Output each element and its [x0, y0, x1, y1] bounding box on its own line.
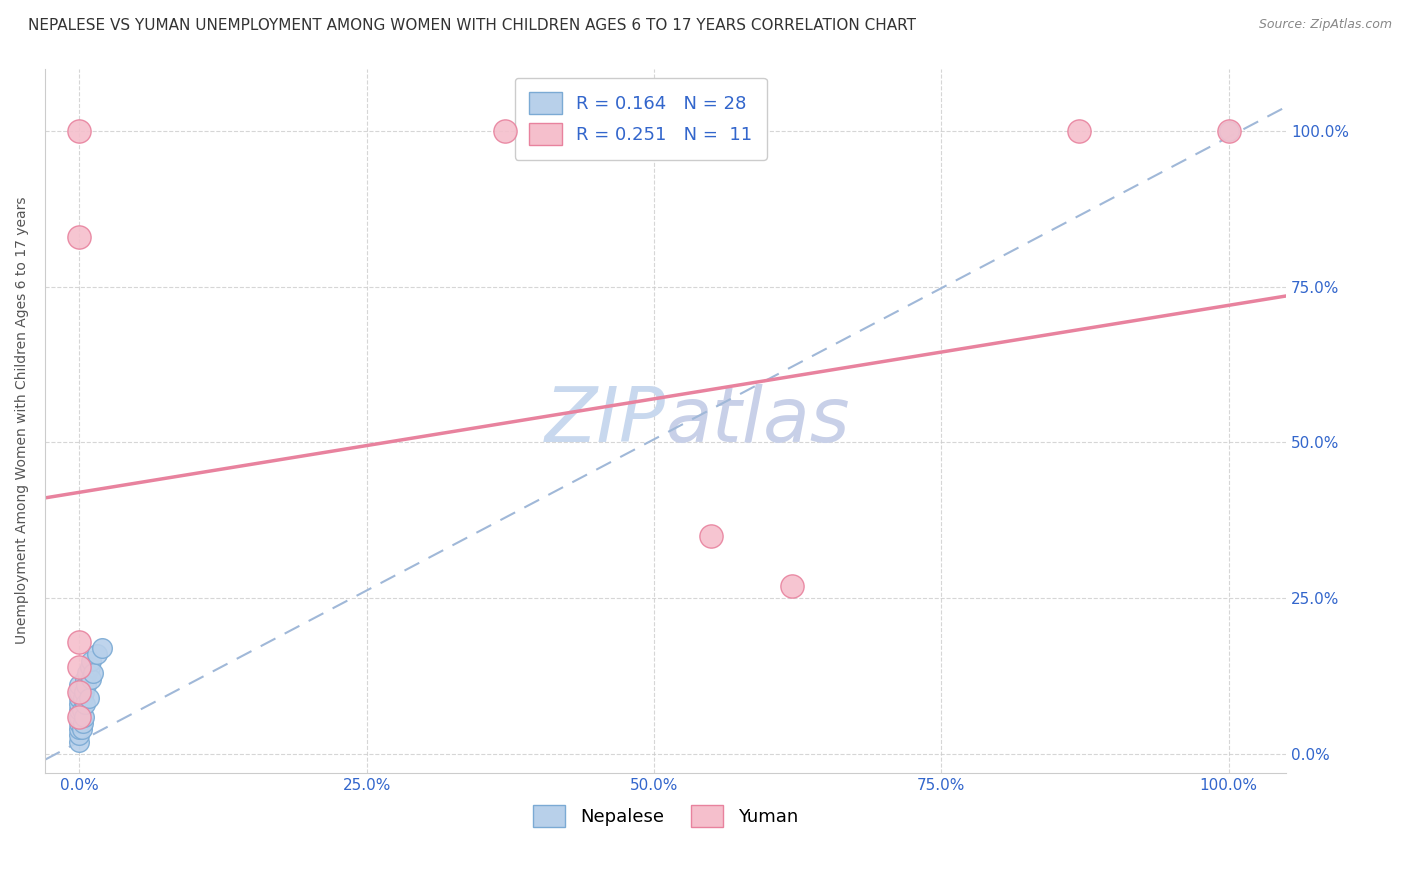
Point — [700, 529, 723, 543]
Point — [79, 660, 101, 674]
Point — [75, 678, 97, 692]
Point — [780, 579, 803, 593]
Text: ZIP: ZIP — [544, 384, 665, 458]
Point — [1069, 124, 1091, 138]
Point — [69, 684, 91, 698]
Point — [75, 673, 97, 687]
Point — [82, 666, 104, 681]
Point — [75, 697, 97, 711]
Point — [69, 690, 91, 705]
Point — [86, 648, 108, 662]
Point — [72, 690, 94, 705]
Point — [1218, 124, 1240, 138]
Point — [69, 660, 91, 674]
Point — [69, 728, 91, 742]
Point — [69, 697, 91, 711]
Point — [76, 666, 98, 681]
Point — [80, 673, 103, 687]
Point — [69, 229, 91, 244]
Point — [77, 690, 100, 705]
Point — [69, 709, 91, 723]
Point — [69, 715, 91, 730]
Text: NEPALESE VS YUMAN UNEMPLOYMENT AMONG WOMEN WITH CHILDREN AGES 6 TO 17 YEARS CORR: NEPALESE VS YUMAN UNEMPLOYMENT AMONG WOM… — [28, 18, 917, 33]
Point — [69, 734, 91, 748]
Point — [73, 709, 96, 723]
Text: Source: ZipAtlas.com: Source: ZipAtlas.com — [1258, 18, 1392, 31]
Point — [70, 703, 93, 717]
Point — [69, 703, 91, 717]
Y-axis label: Unemployment Among Women with Children Ages 6 to 17 years: Unemployment Among Women with Children A… — [15, 197, 30, 644]
Text: atlas: atlas — [665, 384, 851, 458]
Point — [69, 678, 91, 692]
Point — [91, 641, 114, 656]
Point — [70, 722, 93, 736]
Point — [80, 654, 103, 668]
Legend: Nepalese, Yuman: Nepalese, Yuman — [526, 797, 806, 834]
Point — [72, 715, 94, 730]
Point — [69, 684, 91, 698]
Point — [1218, 124, 1240, 138]
Point — [69, 709, 91, 723]
Point — [73, 684, 96, 698]
Point — [69, 124, 91, 138]
Point — [69, 722, 91, 736]
Point — [69, 635, 91, 649]
Point — [494, 124, 516, 138]
